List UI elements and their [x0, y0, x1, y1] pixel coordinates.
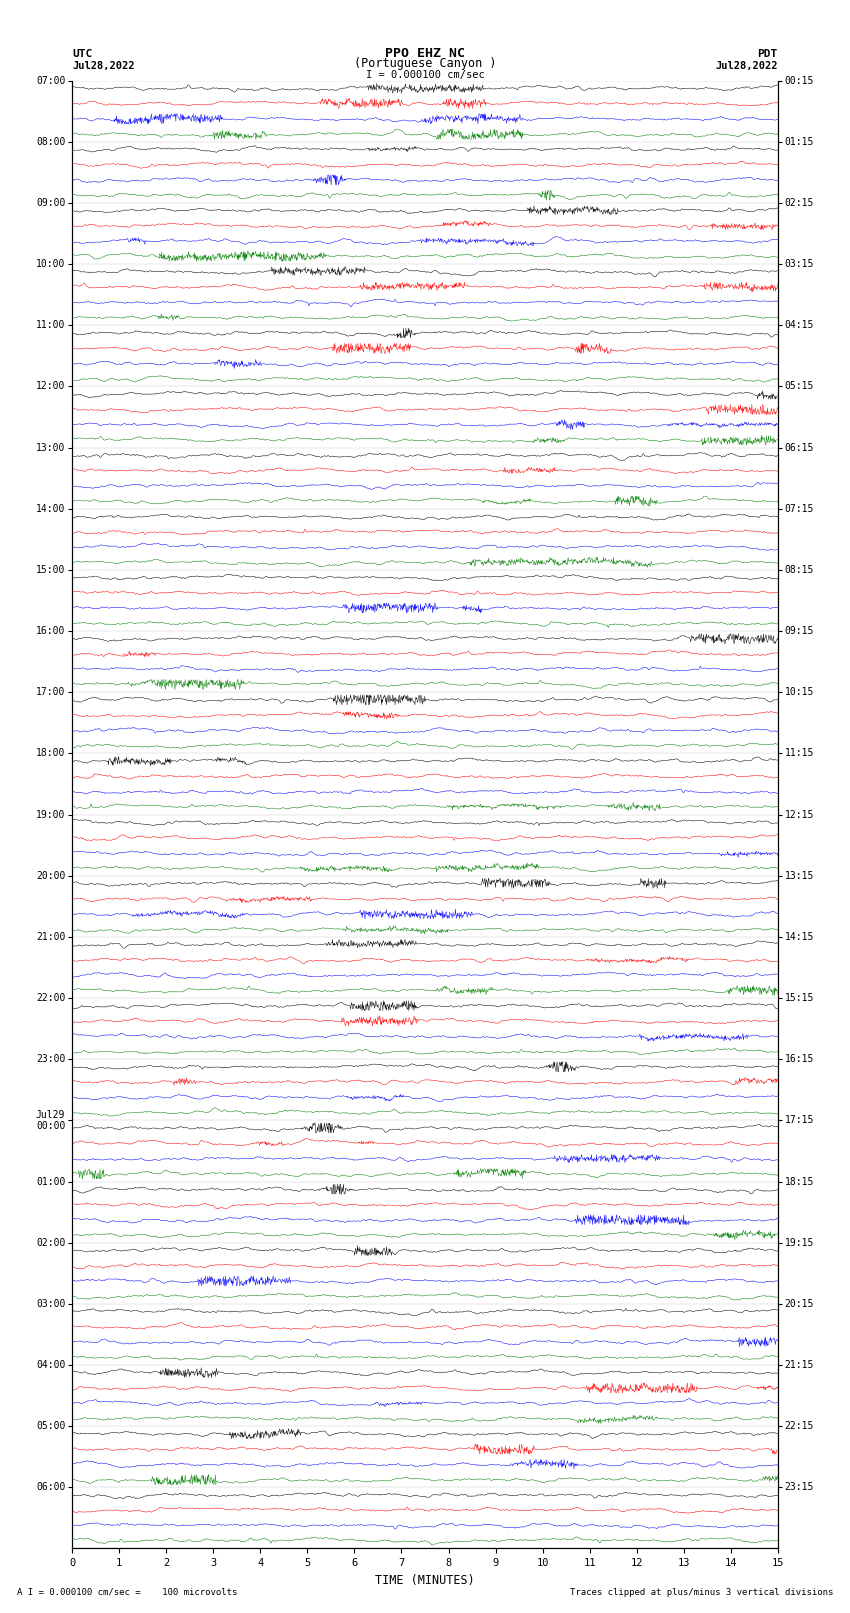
Text: (Portuguese Canyon ): (Portuguese Canyon ): [354, 56, 496, 71]
Text: Traces clipped at plus/minus 3 vertical divisions: Traces clipped at plus/minus 3 vertical …: [570, 1587, 833, 1597]
Text: PDT: PDT: [757, 48, 778, 58]
Text: UTC: UTC: [72, 48, 93, 58]
X-axis label: TIME (MINUTES): TIME (MINUTES): [375, 1574, 475, 1587]
Text: A I = 0.000100 cm/sec =    100 microvolts: A I = 0.000100 cm/sec = 100 microvolts: [17, 1587, 237, 1597]
Text: PPO EHZ NC: PPO EHZ NC: [385, 47, 465, 60]
Text: Jul28,2022: Jul28,2022: [715, 61, 778, 71]
Text: I = 0.000100 cm/sec: I = 0.000100 cm/sec: [366, 69, 484, 79]
Text: Jul28,2022: Jul28,2022: [72, 61, 135, 71]
